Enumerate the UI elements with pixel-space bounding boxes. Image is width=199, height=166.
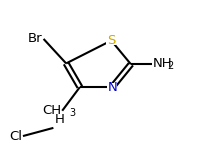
FancyBboxPatch shape bbox=[107, 83, 117, 91]
Text: Br: Br bbox=[28, 32, 43, 45]
Text: H: H bbox=[54, 113, 64, 126]
Text: 3: 3 bbox=[69, 108, 75, 118]
Text: Cl: Cl bbox=[9, 129, 22, 143]
Text: 2: 2 bbox=[167, 61, 173, 71]
Text: S: S bbox=[107, 34, 115, 47]
FancyBboxPatch shape bbox=[106, 37, 116, 45]
Text: NH: NH bbox=[152, 57, 172, 70]
Text: CH: CH bbox=[42, 104, 61, 117]
Text: N: N bbox=[107, 81, 117, 94]
